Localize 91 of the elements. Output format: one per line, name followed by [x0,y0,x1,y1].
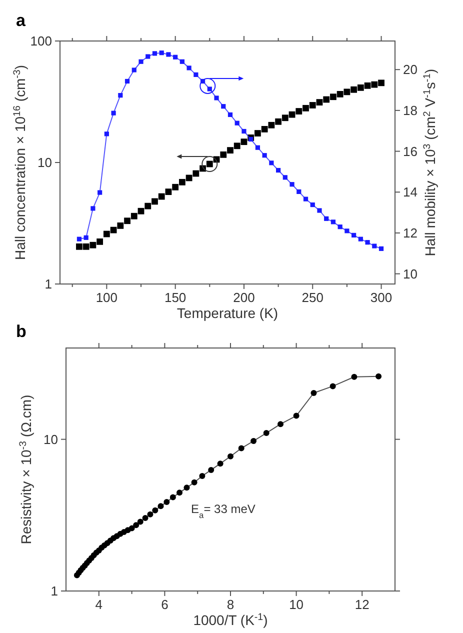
point [309,102,316,108]
point [234,142,240,150]
point [250,438,257,444]
point [103,230,110,238]
point [344,88,350,96]
x-tick-label: 100 [96,290,118,305]
point [130,212,138,220]
point [228,453,234,460]
point [144,202,152,210]
point [350,86,358,93]
point [76,243,82,250]
point [278,421,284,428]
x-tick-label: 12 [354,597,370,612]
chart-title: a [16,11,26,30]
point [323,96,330,103]
point [90,242,96,248]
point [238,445,244,452]
y2-tick-label: 14 [403,184,418,200]
annotation: E$_{a}$= 33 meV [191,502,256,520]
point [158,503,164,510]
point [357,84,364,91]
point [133,522,140,528]
point [147,511,154,518]
point [254,130,261,136]
x-axis-title: 1000/T (K$^{-1}$) [193,612,268,628]
point [142,514,148,521]
point [261,126,268,132]
y-tick-label: 1 [50,584,58,598]
point [371,81,378,88]
point [170,494,176,500]
x-axis-title: Temperature (K) [176,305,278,321]
point [263,430,270,436]
point [178,178,186,186]
point [364,82,371,89]
point [302,104,309,112]
x-tick-label: 150 [164,290,186,305]
x-tick-label: 8 [226,597,234,612]
y-tick-label: 100 [30,34,52,48]
point [158,193,165,200]
point [96,238,104,245]
point [217,460,224,467]
y2-tick-label: 12 [403,225,418,240]
point [152,507,158,514]
x-tick-label: 200 [233,290,255,305]
point [74,572,80,578]
point [176,490,183,496]
point [191,479,198,486]
point [316,99,323,106]
point [240,138,248,146]
point [330,94,336,100]
point [208,466,214,473]
y2-tick-label: 16 [403,144,418,159]
point [293,412,300,419]
point [288,111,296,118]
point [378,80,384,86]
point [268,122,275,128]
x-tick-label: 10 [289,597,304,612]
point [152,198,158,205]
x-tick-label: 300 [370,290,392,305]
x-tick-label: 250 [302,290,324,305]
y2-tick-label: 10 [403,266,418,282]
point [351,374,358,380]
point [186,174,192,182]
point [376,373,382,380]
point [336,90,344,98]
x-tick-label: 6 [161,597,168,612]
y-tick-label: 1 [44,276,52,292]
y2-tick-label: 20 [403,62,418,78]
point [192,170,200,177]
point [220,151,227,158]
point [164,499,170,506]
point [282,114,288,122]
y-tick-label: 10 [44,432,58,447]
point [199,473,206,480]
x-tick-label: 4 [95,597,103,612]
point [117,222,124,229]
point [137,518,144,525]
point [330,383,336,390]
point [310,390,317,396]
y2-tick-label: 18 [403,102,418,118]
y-tick-label: 10 [38,155,52,170]
chart-title: b [16,322,26,341]
point [165,188,172,195]
point [82,243,90,250]
point [296,108,302,114]
point [184,484,190,491]
point [227,147,234,154]
point [172,184,179,190]
point [275,118,282,125]
point [138,208,144,214]
point [124,218,130,224]
